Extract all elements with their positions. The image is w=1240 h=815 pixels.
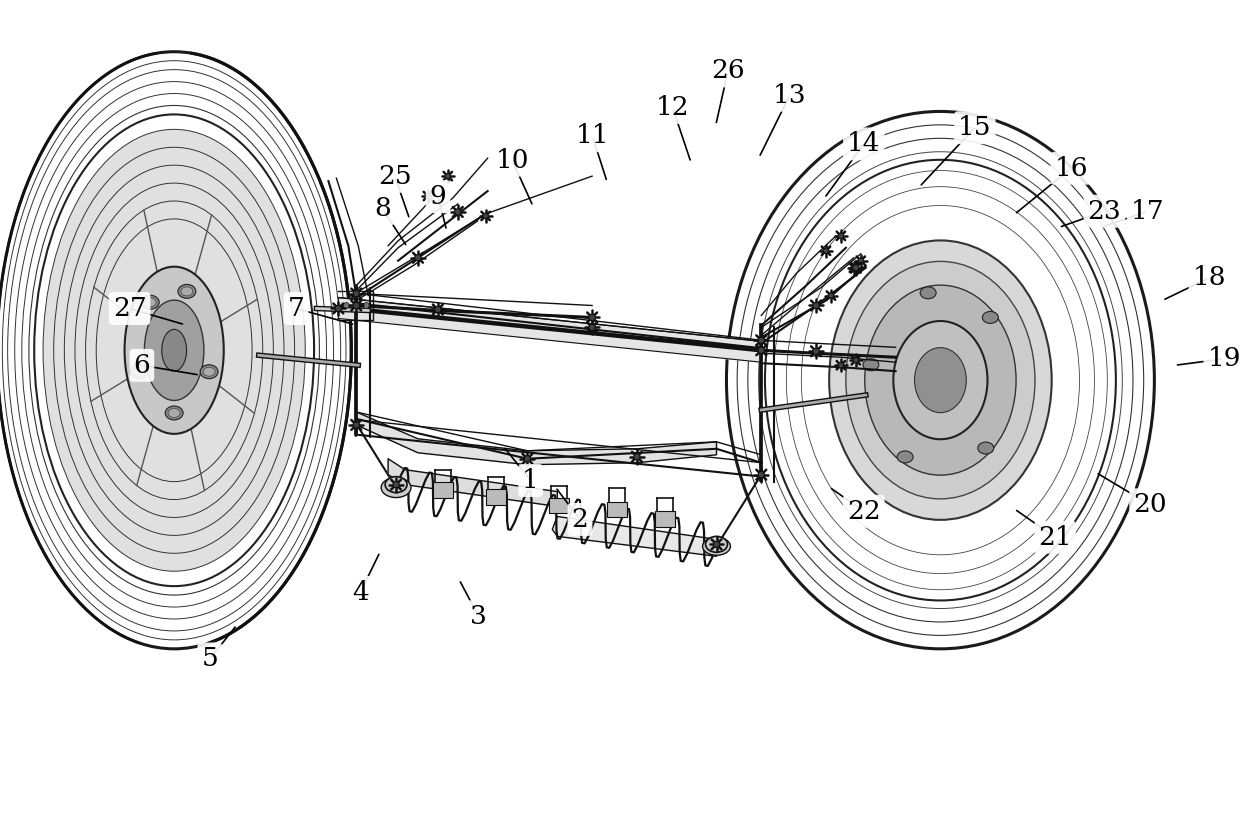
Ellipse shape: [165, 406, 184, 420]
Ellipse shape: [978, 442, 993, 454]
Ellipse shape: [133, 368, 145, 377]
Text: 13: 13: [773, 83, 806, 108]
Text: 23: 23: [1087, 199, 1121, 224]
Ellipse shape: [43, 130, 305, 571]
Ellipse shape: [898, 451, 913, 463]
Circle shape: [853, 358, 858, 363]
Circle shape: [353, 422, 360, 428]
Ellipse shape: [863, 359, 879, 371]
Ellipse shape: [130, 365, 148, 379]
Ellipse shape: [141, 295, 159, 309]
Circle shape: [813, 348, 820, 355]
Circle shape: [482, 214, 489, 218]
Text: 27: 27: [113, 296, 146, 321]
Circle shape: [435, 306, 441, 313]
Circle shape: [823, 248, 828, 253]
Ellipse shape: [203, 368, 215, 377]
Circle shape: [425, 193, 430, 199]
Circle shape: [838, 363, 843, 368]
Circle shape: [858, 258, 863, 263]
Circle shape: [455, 209, 461, 215]
Circle shape: [353, 302, 360, 309]
Polygon shape: [486, 489, 506, 504]
Circle shape: [353, 302, 360, 309]
Text: 6: 6: [134, 353, 150, 378]
Text: 5: 5: [201, 646, 218, 672]
Circle shape: [853, 265, 859, 271]
Ellipse shape: [181, 287, 193, 296]
Text: 15: 15: [959, 115, 992, 140]
Ellipse shape: [864, 285, 1016, 475]
Polygon shape: [549, 498, 569, 513]
Ellipse shape: [706, 536, 728, 553]
Ellipse shape: [144, 297, 156, 306]
Circle shape: [589, 315, 595, 320]
Polygon shape: [655, 512, 675, 527]
Ellipse shape: [893, 321, 987, 439]
Polygon shape: [356, 412, 717, 465]
Text: 12: 12: [656, 95, 689, 120]
Ellipse shape: [915, 348, 966, 412]
Ellipse shape: [920, 287, 936, 299]
Text: 8: 8: [374, 196, 391, 222]
Ellipse shape: [703, 537, 730, 555]
Text: 11: 11: [575, 123, 609, 148]
Text: 20: 20: [1133, 492, 1167, 518]
Text: 2: 2: [572, 507, 589, 532]
Text: 7: 7: [288, 296, 305, 321]
Text: 26: 26: [712, 59, 745, 83]
Ellipse shape: [144, 300, 203, 400]
Ellipse shape: [381, 478, 410, 498]
Ellipse shape: [177, 284, 196, 298]
Circle shape: [851, 265, 857, 271]
Circle shape: [445, 174, 450, 178]
Text: 10: 10: [495, 148, 528, 173]
Circle shape: [363, 302, 370, 309]
Text: 25: 25: [378, 164, 412, 189]
Circle shape: [758, 347, 764, 354]
Circle shape: [838, 233, 843, 239]
Ellipse shape: [830, 240, 1052, 520]
Polygon shape: [552, 517, 722, 557]
Polygon shape: [433, 482, 453, 498]
Polygon shape: [339, 297, 761, 362]
Text: 16: 16: [1054, 156, 1087, 181]
Circle shape: [343, 302, 350, 309]
Circle shape: [758, 472, 764, 478]
Polygon shape: [388, 459, 557, 506]
Ellipse shape: [765, 160, 1116, 601]
Circle shape: [589, 324, 595, 331]
Ellipse shape: [169, 408, 180, 417]
Circle shape: [758, 337, 764, 343]
Text: 14: 14: [847, 131, 880, 156]
Text: 3: 3: [470, 604, 487, 629]
Circle shape: [353, 290, 360, 297]
Text: 1: 1: [522, 468, 539, 493]
Circle shape: [713, 541, 719, 548]
Ellipse shape: [982, 311, 998, 324]
Ellipse shape: [161, 329, 186, 371]
Circle shape: [828, 293, 833, 298]
Ellipse shape: [35, 114, 314, 586]
Text: 21: 21: [1038, 525, 1071, 550]
Circle shape: [415, 254, 422, 261]
Text: 19: 19: [1208, 346, 1240, 372]
Text: 18: 18: [1193, 265, 1226, 290]
Text: 4: 4: [352, 580, 368, 605]
Circle shape: [335, 306, 341, 311]
Ellipse shape: [846, 262, 1035, 499]
Circle shape: [634, 454, 640, 460]
Text: 22: 22: [847, 499, 880, 524]
Ellipse shape: [200, 365, 218, 379]
Circle shape: [393, 482, 399, 487]
Text: 17: 17: [1131, 199, 1164, 224]
Circle shape: [525, 456, 531, 462]
Ellipse shape: [386, 477, 407, 492]
Circle shape: [813, 302, 820, 309]
Text: 9: 9: [430, 184, 446, 209]
Ellipse shape: [124, 267, 223, 434]
Polygon shape: [608, 501, 627, 518]
